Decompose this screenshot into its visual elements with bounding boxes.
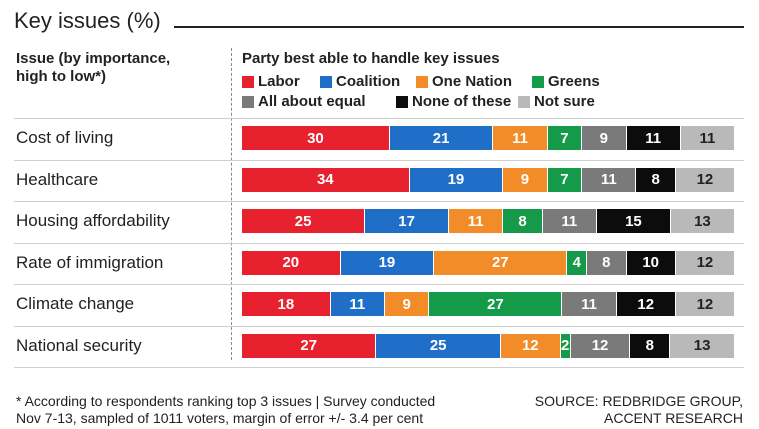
- bar-segment-rate-of-immigration-greens: 4: [567, 250, 588, 275]
- issue-column-header: Issue (by importance, high to low*): [16, 50, 170, 86]
- legend-swatch-greens: [532, 76, 544, 88]
- bar-segment-cost-of-living-one-nation: 11: [493, 126, 548, 150]
- bar-segment-national-security-none-of-these: 8: [630, 333, 671, 358]
- row-label-national-security: National security: [16, 335, 142, 355]
- row-separator: [14, 325, 744, 327]
- bar-segment-housing-affordability-coalition: 17: [365, 209, 450, 233]
- issue-header-line1: Issue (by importance,: [16, 50, 171, 67]
- bar-segment-rate-of-immigration-not-sure: 12: [675, 250, 735, 275]
- bar-segment-cost-of-living-coalition: 21: [389, 126, 494, 150]
- bar-segment-cost-of-living-none-of-these: 11: [626, 126, 681, 150]
- bar-segment-climate-change-none-of-these: 12: [616, 292, 676, 316]
- bar-segment-climate-change-one-nation: 9: [384, 292, 430, 316]
- party-column-header: Party best able to handle key issues: [242, 50, 500, 67]
- title-rule: [174, 26, 744, 28]
- legend-label-not-sure: Not sure: [534, 93, 595, 110]
- row-separator: [14, 201, 744, 202]
- bar-segment-national-security-all-about-equal: 12: [570, 333, 631, 358]
- row-separator: [14, 284, 744, 285]
- bar-segment-national-security-not-sure: 13: [670, 333, 735, 358]
- bar-segment-healthcare-coalition: 19: [409, 167, 504, 192]
- legend-label-greens: Greens: [548, 73, 600, 90]
- bar-segment-housing-affordability-not-sure: 13: [670, 209, 735, 233]
- footnote-line2: Nov 7-13, sampled of 1011 voters, margin…: [16, 410, 424, 426]
- bar-segment-national-security-labor: 27: [242, 333, 377, 358]
- bar-segment-housing-affordability-labor: 25: [242, 209, 366, 233]
- bar-segment-housing-affordability-one-nation: 11: [449, 209, 504, 233]
- bar-segment-cost-of-living-greens: 7: [547, 126, 583, 150]
- row-separator: [14, 118, 744, 119]
- source-line1: SOURCE: REDBRIDGE GROUP,: [534, 393, 743, 409]
- bar-segment-climate-change-greens: 27: [429, 292, 563, 316]
- legend-swatch-one-nation: [416, 76, 428, 88]
- bar-segment-housing-affordability-greens: 8: [503, 209, 543, 233]
- bar-segment-rate-of-immigration-coalition: 19: [340, 250, 435, 275]
- issue-header-line2: high to low*): [16, 68, 106, 85]
- legend-label-none-of-these: None of these: [412, 93, 512, 110]
- bar-segment-healthcare-none-of-these: 8: [636, 167, 676, 192]
- legend-label-one-nation: One Nation: [432, 73, 513, 90]
- title-row: Key issues (%): [14, 8, 744, 38]
- bar-segment-cost-of-living-not-sure: 11: [680, 126, 735, 150]
- bar-segment-healthcare-all-about-equal: 11: [582, 167, 637, 192]
- row-separator: [14, 367, 744, 368]
- row-label-cost-of-living: Cost of living: [16, 128, 114, 147]
- bar-segment-cost-of-living-all-about-equal: 9: [582, 126, 627, 150]
- legend-swatch-all-about-equal: [242, 96, 254, 108]
- bar-segment-national-security-coalition: 25: [376, 333, 501, 358]
- bar-segment-rate-of-immigration-all-about-equal: 8: [587, 250, 627, 275]
- row-separator: [14, 242, 744, 244]
- bar-segment-healthcare-labor: 34: [242, 167, 410, 192]
- bar-segment-housing-affordability-none-of-these: 15: [596, 209, 671, 233]
- column-divider: [231, 48, 232, 360]
- footnote-line1: * According to respondents ranking top 3…: [16, 393, 436, 409]
- bar-segment-healthcare-greens: 7: [547, 167, 583, 192]
- legend-swatch-not-sure: [518, 96, 530, 108]
- bar-segment-climate-change-not-sure: 12: [675, 292, 735, 316]
- legend-label-labor: Labor: [258, 73, 300, 90]
- bar-segment-rate-of-immigration-none-of-these: 10: [626, 250, 676, 275]
- row-label-rate-of-immigration: Rate of immigration: [16, 252, 164, 272]
- bar-segment-cost-of-living-labor: 30: [242, 126, 390, 150]
- bar-segment-healthcare-one-nation: 9: [503, 167, 548, 192]
- legend-label-coalition: Coalition: [336, 73, 401, 90]
- source-line2: ACCENT RESEARCH: [604, 410, 743, 426]
- legend-swatch-coalition: [320, 76, 332, 88]
- row-separator: [14, 159, 744, 161]
- bar-segment-healthcare-not-sure: 12: [675, 167, 735, 192]
- bar-segment-housing-affordability-all-about-equal: 11: [542, 209, 597, 233]
- chart-title: Key issues (%): [14, 8, 161, 33]
- bar-segment-national-security-one-nation: 12: [500, 333, 561, 358]
- row-label-housing-affordability: Housing affordability: [16, 211, 170, 230]
- bar-segment-national-security-greens: 2: [560, 333, 571, 358]
- footnote: * According to respondents ranking top 3…: [16, 393, 435, 427]
- legend-swatch-labor: [242, 76, 254, 88]
- bar-segment-rate-of-immigration-one-nation: 27: [434, 250, 568, 275]
- bar-segment-climate-change-all-about-equal: 11: [562, 292, 617, 316]
- row-label-climate-change: Climate change: [16, 294, 135, 313]
- row-label-healthcare: Healthcare: [16, 169, 99, 189]
- source: SOURCE: REDBRIDGE GROUP, ACCENT RESEARCH: [535, 393, 743, 427]
- legend-swatch-none-of-these: [396, 96, 408, 108]
- bar-segment-rate-of-immigration-labor: 20: [242, 250, 341, 275]
- bar-segment-climate-change-coalition: 11: [330, 292, 385, 316]
- bar-segment-climate-change-labor: 18: [242, 292, 331, 316]
- legend-label-all-about-equal: All about equal: [258, 93, 366, 110]
